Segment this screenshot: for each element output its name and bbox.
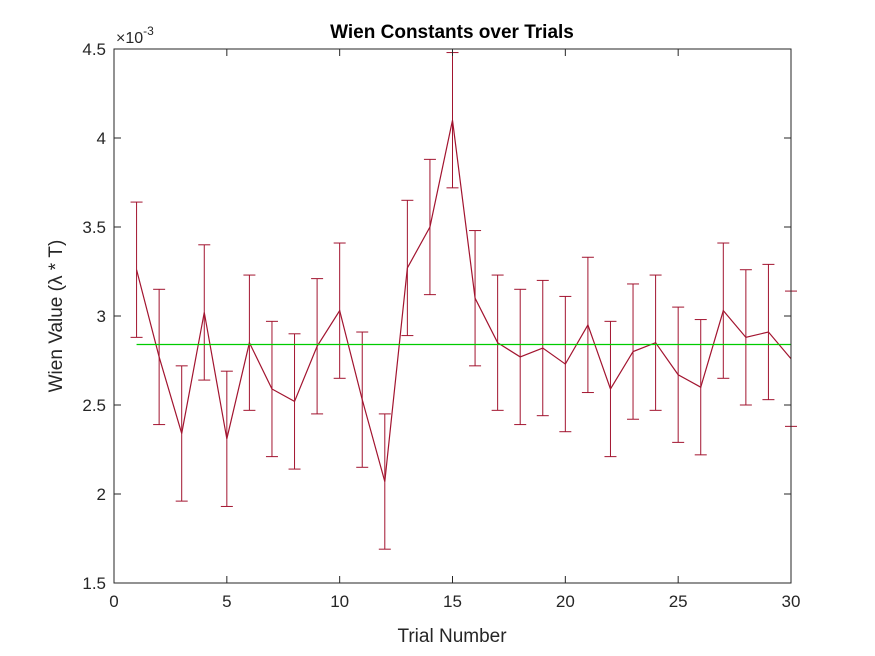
chart-title: Wien Constants over Trials [330,22,574,43]
x-tick-label: 15 [443,592,462,611]
x-tick-label: 10 [330,592,349,611]
y-tick-label: 1.5 [82,574,106,593]
y-tick-label: 3 [97,307,106,326]
y-tick-label: 2 [97,485,106,504]
x-tick-label: 30 [782,592,801,611]
x-axis-title: Trial Number [397,626,507,647]
y-exponent-label: ×10-3 [116,24,154,47]
x-tick-label: 20 [556,592,575,611]
ticks-layer: 0 5 10 15 20 25 30 1.5 2 2.5 3 3.5 4 4.5 [82,40,800,611]
x-tick-label: 0 [109,592,118,611]
data-layer [130,52,797,550]
y-tick-label: 4.5 [82,40,106,59]
wien-series-line [135,120,792,482]
y-tick-label: 2.5 [82,396,106,415]
y-axis-title: Wien Value (λ * T) [46,240,67,393]
x-tick-label: 25 [669,592,688,611]
x-tick-label: 5 [222,592,231,611]
y-tick-label: 4 [97,129,106,148]
y-tick-label: 3.5 [82,218,106,237]
